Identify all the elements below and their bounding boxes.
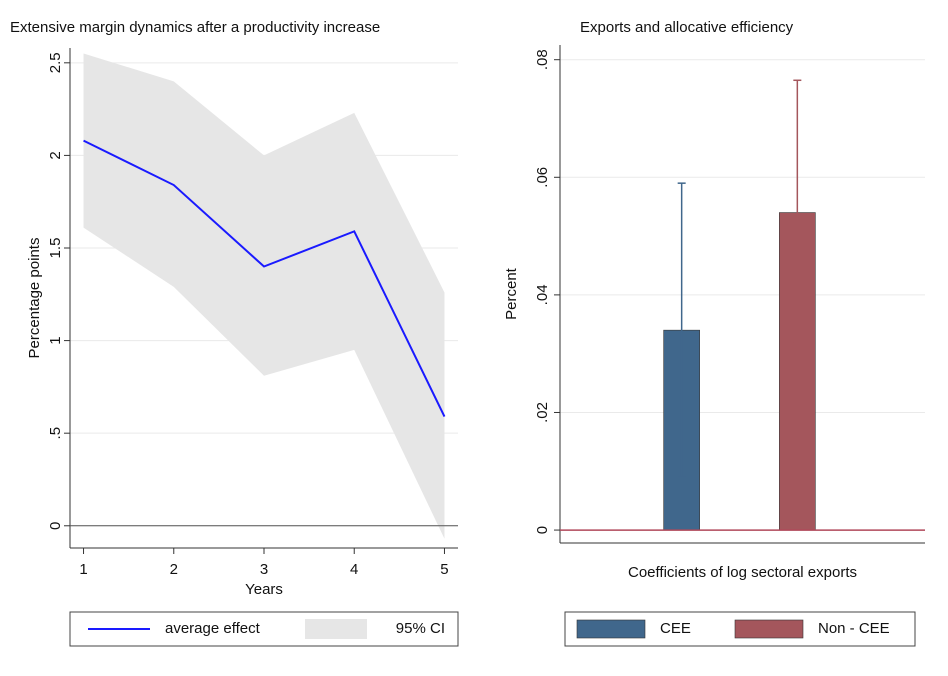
y-tick-label: .02 (534, 402, 551, 423)
legend-label: 95% CI (396, 620, 445, 637)
line (83, 139, 446, 417)
y-tick-label: .04 (534, 284, 551, 305)
x-tick-label: 4 (350, 561, 358, 578)
x-tick-label: 5 (440, 561, 448, 578)
x-tick-label: 1 (79, 561, 87, 578)
legend-swatch (734, 619, 804, 639)
x-axis-label: Coefficients of log sectoral exports (628, 564, 857, 581)
x-axis-label: Years (245, 581, 283, 598)
y-tick-label: 2 (47, 151, 64, 159)
legend-label: average effect (165, 620, 261, 637)
legend-swatch (305, 619, 367, 639)
chart-title: Extensive margin dynamics after a produc… (10, 19, 380, 36)
y-tick-label: 2.5 (47, 52, 64, 73)
y-tick-label: .08 (534, 49, 551, 70)
y-tick-label: 0 (47, 522, 64, 530)
y-tick-label: 0 (534, 526, 551, 534)
y-tick-label: 1.5 (47, 238, 64, 259)
y-axis-label: Percentage points (26, 238, 43, 359)
legend-label: CEE (660, 620, 691, 637)
y-tick-label: .5 (47, 427, 64, 440)
ci-band (83, 53, 445, 539)
x-tick-label: 3 (260, 561, 268, 578)
legend-swatch (576, 619, 646, 639)
y-tick-label: .06 (534, 167, 551, 188)
chart-title: Exports and allocative efficiency (580, 19, 794, 36)
legend-label: Non - CEE (818, 620, 890, 637)
y-tick-label: 1 (47, 336, 64, 344)
y-axis-label: Percent (503, 267, 520, 320)
x-tick-label: 2 (170, 561, 178, 578)
